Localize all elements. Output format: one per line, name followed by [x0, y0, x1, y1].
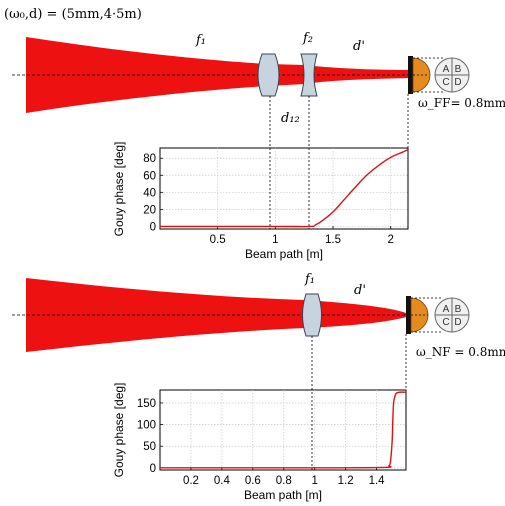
top-optical-setup: A B C D (ω₀,d) = (5mm,4·5m) f₁ f₂ d' d₁₂… — [4, 7, 505, 229]
x-tick-label: 1.4 — [369, 475, 386, 487]
x-tick-label: 2 — [387, 234, 393, 246]
x-axis-label: Beam path [m] — [245, 247, 323, 261]
bottom-lens-f1 — [302, 293, 322, 337]
x-tick-label: 0.2 — [183, 475, 199, 487]
quadrant-label-a: A — [443, 304, 450, 315]
x-tick-label: 0.8 — [276, 475, 292, 487]
far-field-spot-size-label: ω_FF= 0.8mm — [418, 96, 505, 110]
quadrant-label-d: D — [454, 317, 461, 328]
distance-dprime-label: d' — [353, 39, 365, 54]
beam-parameters-label: (ω₀,d) = (5mm,4·5m) — [4, 7, 142, 22]
x-tick-label: 0.5 — [210, 234, 226, 246]
x-tick-label: 1 — [272, 234, 278, 246]
top-detector-plate — [408, 56, 413, 94]
bottom-quadrant-photodiode: A B C D — [434, 297, 470, 333]
y-tick-label: 0 — [150, 221, 156, 233]
top-lens-f1 — [257, 53, 280, 97]
quadrant-label-b: B — [455, 304, 462, 315]
y-tick-label: 150 — [137, 398, 156, 410]
distance-dprime-label: d' — [354, 283, 366, 298]
focal-length-f2-label: f₂ — [302, 31, 313, 46]
bottom-laser-beam — [26, 278, 406, 352]
y-axis-label: Gouy phase [deg] — [112, 383, 126, 478]
top-lens-f2 — [300, 53, 318, 97]
x-tick-label: 1.5 — [325, 234, 341, 246]
y-tick-label: 0 — [150, 463, 156, 475]
y-tick-label: 20 — [143, 204, 156, 216]
quadrant-label-c: C — [442, 77, 449, 88]
bottom-gouy-phase-chart: 0 50 100 150 0.2 0.4 0.6 0.8 1 1.2 1.4 Beam path … — [112, 383, 407, 502]
quadrant-label-c: C — [442, 317, 449, 328]
focal-length-f1-label: f₁ — [304, 272, 315, 287]
gouy-phase-curve — [160, 149, 409, 228]
x-tick-label: 0.4 — [214, 475, 231, 487]
lens-separation-d12-label: d₁₂ — [281, 111, 300, 126]
gouy-phase-curve — [159, 391, 407, 469]
y-tick-label: 80 — [143, 153, 156, 165]
y-tick-label: 60 — [143, 170, 156, 182]
y-tick-label: 100 — [137, 420, 156, 432]
x-tick-label: 1 — [312, 475, 318, 487]
top-quadrant-photodiode: A B C D — [434, 57, 470, 93]
x-tick-label: 0.6 — [245, 475, 261, 487]
quadrant-label-d: D — [454, 77, 461, 88]
y-tick-label: 50 — [143, 441, 156, 453]
near-field-spot-size-label: ω_NF = 0.8mm — [416, 345, 505, 359]
bottom-detector-plate — [406, 296, 411, 334]
chart-frame — [159, 389, 407, 471]
x-axis-label: Beam path [m] — [244, 488, 322, 502]
bottom-optical-setup: A B C D f₁ d' ω_NF = 0.8mm — [12, 272, 505, 470]
y-axis-label: Gouy phase [deg] — [112, 142, 126, 237]
focal-length-f1-label: f₁ — [195, 33, 206, 48]
x-tick-label: 1.2 — [338, 475, 354, 487]
quadrant-label-b: B — [455, 64, 462, 75]
top-gouy-phase-chart: 0 20 40 60 80 0.5 1 1.5 2 Beam path [m] Gouy ph… — [112, 142, 409, 261]
quadrant-label-a: A — [443, 64, 450, 75]
y-tick-label: 40 — [143, 187, 156, 199]
chart-frame — [159, 147, 409, 230]
